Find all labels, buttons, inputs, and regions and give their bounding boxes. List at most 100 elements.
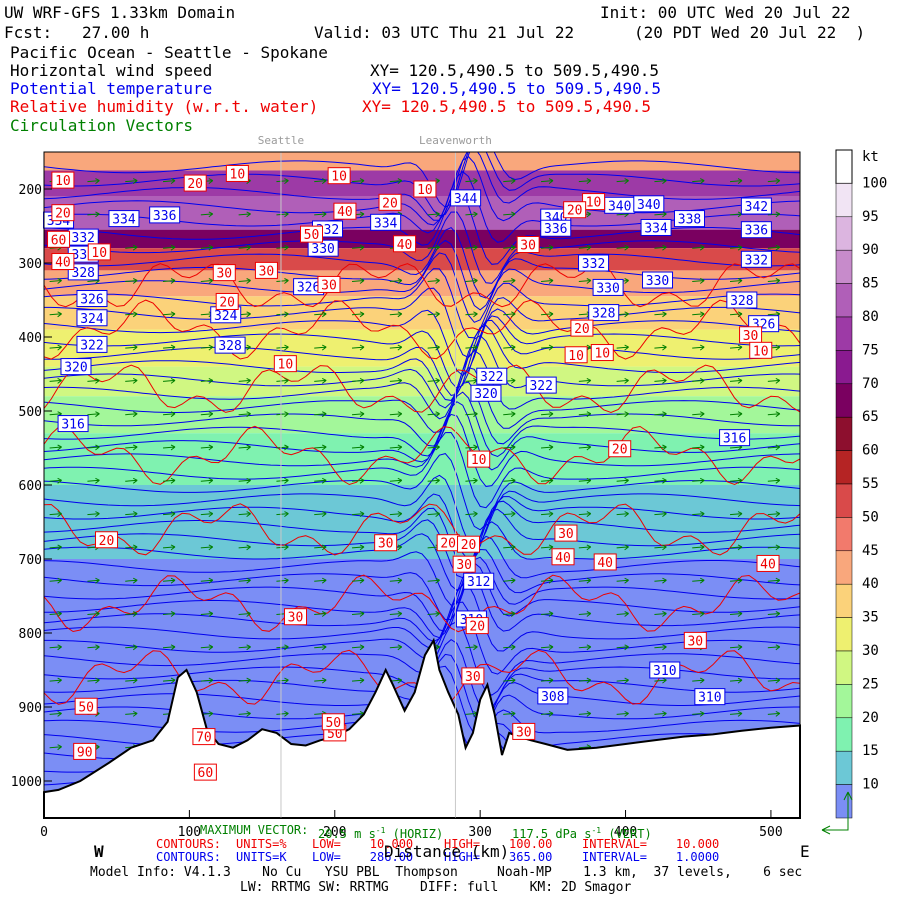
rh-label-box — [51, 171, 75, 189]
y-tick-label: 200 — [19, 183, 42, 198]
theta-label: 336 — [540, 219, 572, 237]
rh-contours-low: LOW= 10.000 — [312, 837, 414, 851]
circulation-vector — [200, 278, 214, 284]
circulation-vector — [314, 178, 327, 184]
circulation-vector — [540, 677, 554, 684]
x-tick-label: 0 — [40, 825, 48, 840]
field-circulation-vectors: Circulation Vectors — [10, 116, 194, 135]
theta-label-value: 326 — [297, 281, 320, 296]
circulation-vector — [767, 710, 781, 717]
y-tick-label: 900 — [19, 701, 42, 716]
circulation-vector — [540, 544, 554, 551]
theta-label-value: 322 — [529, 379, 552, 394]
rh-label: 40 — [51, 253, 75, 271]
marker-label-seattle: Seattle — [258, 134, 304, 147]
rh-label-value: 40 — [397, 238, 413, 253]
theta-label-box — [76, 290, 108, 308]
circulation-vector — [503, 544, 516, 551]
circulation-vector — [276, 577, 289, 584]
colorbar-swatch-75 — [835, 350, 853, 385]
circulation-vector — [276, 444, 289, 451]
circulation-vector — [238, 244, 251, 251]
circulation-vector — [616, 611, 629, 617]
theta-label: 326 — [76, 290, 108, 308]
theta-label-box — [649, 661, 681, 679]
circulation-vector — [276, 677, 289, 684]
rh-label-box — [593, 553, 617, 571]
rh-label: 20 — [570, 319, 594, 337]
rh-label: 90 — [73, 742, 97, 760]
circulation-vector — [49, 611, 62, 617]
circulation-vector — [200, 211, 214, 218]
circulation-vector — [276, 477, 289, 484]
rh-label-value: 20 — [99, 534, 115, 549]
circulation-vector — [162, 377, 176, 384]
colorbar-swatch-85 — [835, 283, 853, 318]
colorbar-unit: kt — [862, 149, 879, 165]
rh-label: 70 — [192, 728, 216, 746]
circulation-vector — [49, 744, 62, 751]
theta-label-box — [740, 221, 772, 239]
rh-label-value: 20 — [469, 620, 485, 635]
theta-contour-line — [44, 287, 800, 359]
circulation-vector — [692, 377, 705, 384]
circulation-vector — [200, 377, 214, 384]
rh-label: 10 — [413, 180, 437, 198]
colorbar-swatch-70 — [835, 383, 853, 418]
rh-label: 30 — [554, 524, 578, 542]
theta-label: 334 — [640, 218, 672, 236]
theta-label-box — [470, 384, 502, 402]
theta-label: 336 — [149, 206, 181, 224]
colorbar-label: 80 — [862, 309, 879, 325]
x-tick-label: 300 — [468, 825, 491, 840]
circulation-vector — [654, 311, 667, 318]
circulation-vector — [389, 377, 403, 384]
circulation-vector — [692, 677, 705, 684]
colorbar-label: 85 — [862, 276, 879, 292]
circulation-vector — [238, 444, 251, 451]
circulation-vector — [578, 577, 592, 584]
colorbar-top-cell — [835, 149, 853, 184]
theta-label: 312 — [463, 572, 495, 590]
theta-label-box — [108, 210, 140, 228]
theta-label-value: 316 — [61, 418, 84, 433]
rh-label: 20 — [563, 201, 587, 219]
circulation-vector — [767, 244, 781, 251]
y-tick-label: 300 — [19, 257, 42, 272]
circulation-vector — [540, 511, 554, 517]
colorbar-swatch-45 — [835, 550, 853, 585]
rh-label-box — [452, 555, 476, 573]
circulation-vector — [276, 411, 289, 418]
circulation-vector — [465, 644, 478, 651]
model-schemes: LW: RRTMG SW: RRTMG DIFF: full KM: 2D Sm… — [240, 880, 632, 895]
circulation-vector — [692, 511, 705, 517]
theta-label: 336 — [740, 221, 772, 239]
circulation-vector — [654, 577, 667, 584]
rh-label-value: 30 — [216, 267, 232, 282]
theta-label-value: 344 — [454, 192, 478, 207]
rh-label-value: 50 — [327, 727, 343, 742]
theta-label-box — [592, 278, 624, 296]
circulation-vector — [49, 677, 62, 684]
wind-band-30kt — [44, 366, 800, 397]
rh-label: 10 — [467, 450, 491, 468]
theta-contour-line — [44, 431, 800, 509]
circulation-vectors — [49, 178, 781, 751]
theta-contour-line — [44, 583, 800, 652]
circulation-vector — [389, 178, 403, 184]
wind-band-25kt — [44, 396, 800, 434]
circulation-vector — [503, 477, 516, 484]
rh-label-value: 30 — [520, 239, 536, 254]
rh-label-value: 10 — [568, 349, 584, 364]
circulation-vector — [729, 344, 743, 351]
rh-label: 10 — [273, 355, 297, 373]
theta-contour-line — [44, 535, 800, 606]
colorbar-swatch-25 — [835, 684, 853, 719]
circulation-vector — [578, 278, 592, 284]
theta-label: 340 — [633, 195, 665, 213]
circulation-vector — [729, 677, 743, 684]
rh-label-box — [554, 524, 578, 542]
rh-label-box — [551, 548, 575, 566]
circulation-vector — [616, 411, 629, 418]
theta-label: 332 — [740, 250, 772, 268]
